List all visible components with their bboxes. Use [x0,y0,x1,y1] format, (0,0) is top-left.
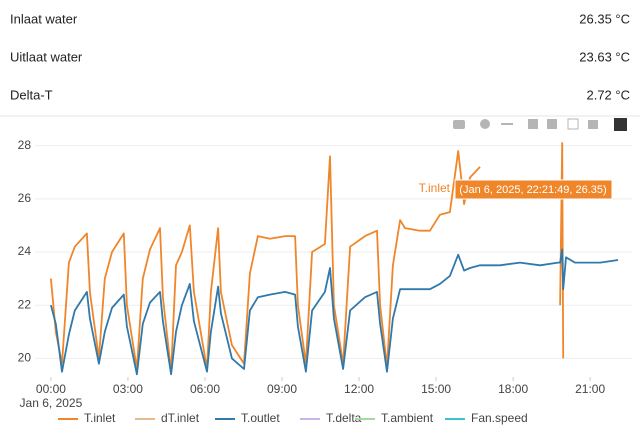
zoom-icon[interactable] [480,119,490,129]
hover-box [454,179,613,200]
autoscale-icon[interactable] [567,118,579,130]
x-tick-label: 12:00 [344,382,374,396]
x-tick-label: 09:00 [267,382,297,396]
y-tick-label: 26 [18,191,32,205]
series-line [50,142,565,373]
x-date-label: Jan 6, 2025 [20,396,83,410]
legend-label: T.outlet [241,411,280,425]
sensor-label: Uitlaat water [10,49,83,64]
toolbar [453,118,627,131]
pan-icon[interactable] [501,123,513,125]
sensor-label: Inlaat water [10,11,78,26]
sensor-value: 2.72 °C [586,87,630,102]
x-tick-label: 06:00 [190,382,220,396]
series-line [50,248,619,376]
hover-name: T.inlet [419,181,451,195]
x-tick-label: 03:00 [113,382,143,396]
plotly-logo[interactable] [614,118,627,131]
reset-icon[interactable] [588,120,598,129]
x-tick-label: 21:00 [575,382,605,396]
hover-text: (Jan 6, 2025, 22:21:49, 26.35) [459,184,606,196]
y-tick-label: 22 [18,297,32,311]
sensor-label: Delta-T [10,87,53,102]
sensor-value: 23.63 °C [579,49,630,64]
legend-label: T.ambient [381,411,434,425]
camera-icon[interactable] [453,120,465,129]
legend-label: dT.inlet [161,411,200,425]
legend-label: Fan.speed [471,411,528,425]
y-tick-label: 28 [18,138,32,152]
legend-label: T.delta [326,411,362,425]
legend-label: T.inlet [84,411,116,425]
zoom-in-icon[interactable] [528,119,538,129]
y-tick-label: 20 [18,351,32,365]
zoom-out-icon[interactable] [547,119,557,129]
sensor-value: 26.35 °C [579,11,630,26]
y-tick-label: 24 [18,244,32,258]
x-tick-label: 15:00 [421,382,451,396]
x-tick-label: 18:00 [498,382,528,396]
chart: 20 22 24 26 28 00:00 03:00 06:00 09:00 12:00 15:00… [18,138,632,425]
x-tick-label: 00:00 [36,382,66,396]
